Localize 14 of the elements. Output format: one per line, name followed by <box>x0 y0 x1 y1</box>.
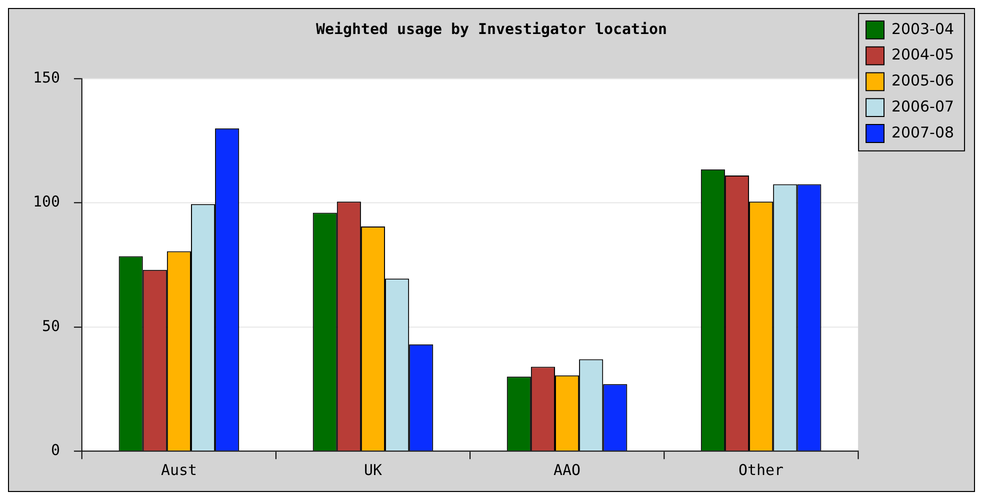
x-tick-label: Aust <box>160 460 197 479</box>
legend-label: 2006-07 <box>892 97 954 116</box>
legend-label: 2005-06 <box>892 72 954 90</box>
y-tick-label: 50 <box>42 316 60 335</box>
x-tick-label: AAO <box>554 460 581 479</box>
chart-title: Weighted usage by Investigator location <box>316 20 668 38</box>
y-tick-label: 100 <box>32 192 60 211</box>
legend-label: 2007-08 <box>892 123 954 142</box>
x-tick-label: Other <box>738 460 784 479</box>
legend-label: 2004-05 <box>892 46 954 64</box>
legend-label: 2003-04 <box>892 20 954 38</box>
x-tick-label: UK <box>364 460 382 479</box>
y-tick-label: 0 <box>50 441 60 460</box>
y-tick-label: 150 <box>32 68 60 87</box>
